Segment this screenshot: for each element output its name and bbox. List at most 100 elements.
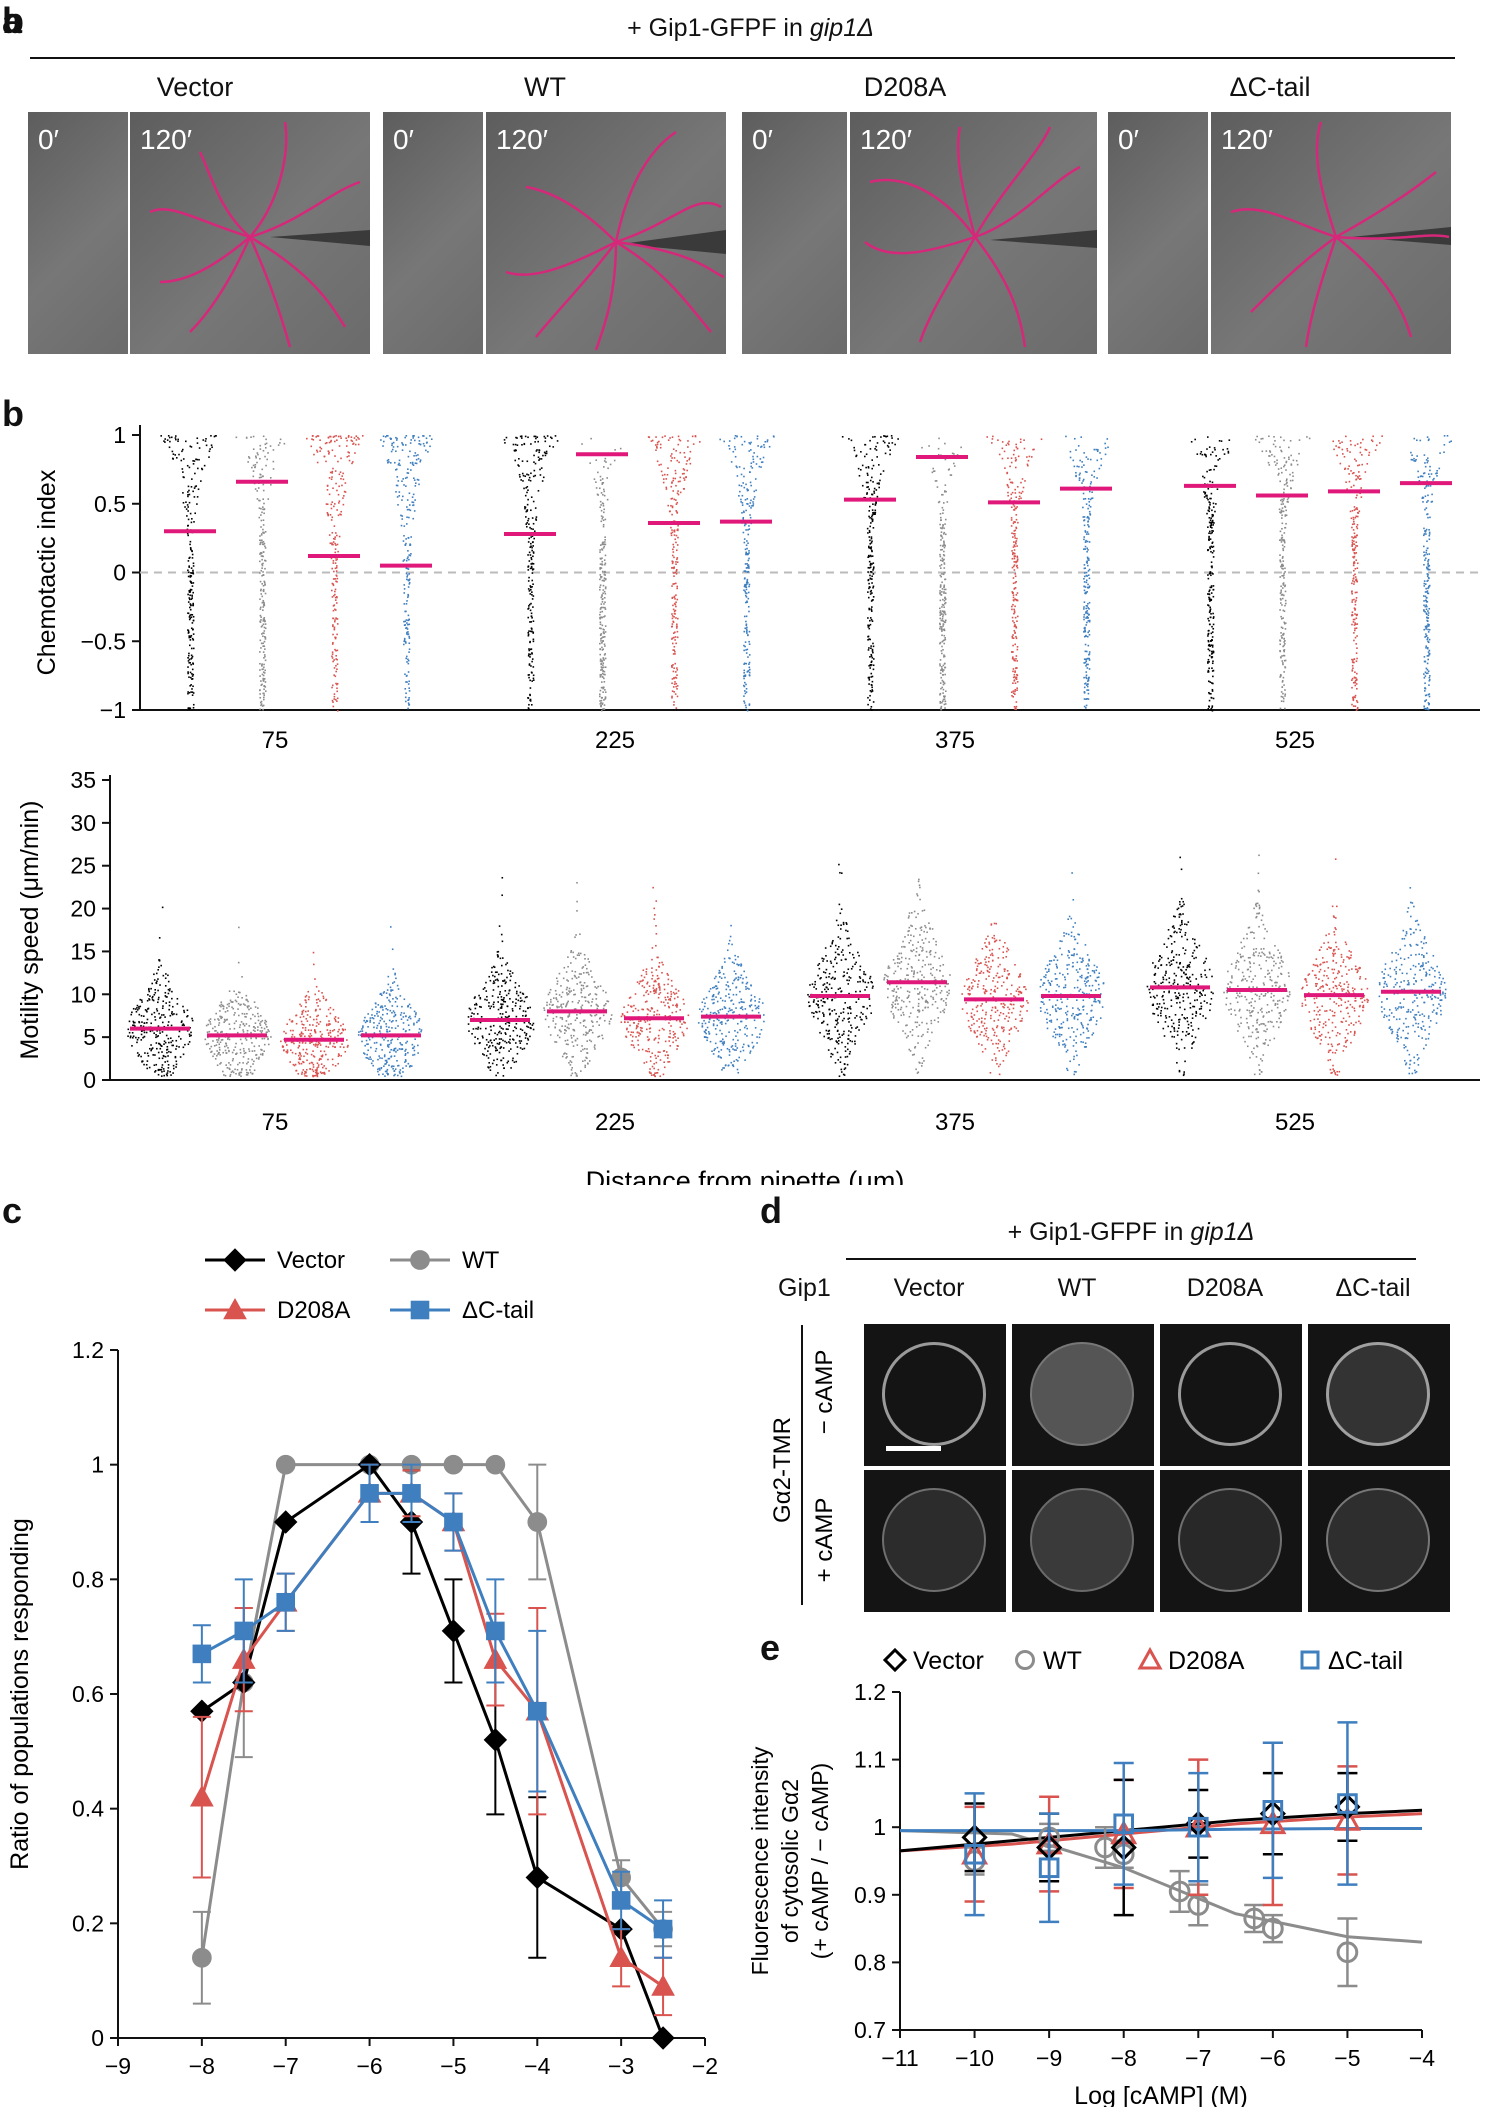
g-alpha2-tmr-label: Gα2-TMR — [769, 1417, 796, 1523]
point-dctail — [964, 1843, 985, 1865]
x-axis-label: Log [cAMP] (M) — [325, 2096, 499, 2100]
legend-label-wt: WT — [1043, 1647, 1082, 1675]
micrograph-dctail-0min: 0′ — [1108, 112, 1208, 354]
swarm-dctail — [1378, 887, 1447, 1075]
y-tick-label: −1 — [100, 697, 126, 723]
x-tick-label: 525 — [1275, 1109, 1315, 1136]
panel-a-label: b — [2, 0, 24, 41]
swarm-wt — [1254, 435, 1311, 710]
y-tick-label: 30 — [70, 810, 96, 836]
y-tick-label: 15 — [70, 938, 96, 964]
legend-marker-dctail — [1300, 1650, 1320, 1670]
panel-d-col-dctail: ΔC-tail — [1335, 1274, 1411, 1302]
panel-d-title-gene: gip1Δ — [1190, 1218, 1255, 1246]
fluorescence-wt-plus — [1012, 1470, 1154, 1612]
chart-motility-speed: 0 5 10 15 20 25 30 35 Motility speed (μm/min) Dis… — [16, 767, 1480, 1185]
chart-cytosolic-fluorescence: 0.7 0.8 0.9 1 1.1 1.2 −11 −10 −9 −8 −7 −6 −5 −4 Fluore… — [747, 1646, 1435, 2107]
panel-a-rule — [30, 57, 1455, 59]
panel-d-row-header: Gip1 — [778, 1274, 831, 1302]
panel-e-label: e — [760, 1627, 781, 1668]
x-axis-label: Distance from pipette (μm) — [586, 1166, 905, 1185]
swarm-vector — [1190, 436, 1231, 712]
y-tick-label: 0.4 — [72, 1796, 104, 1822]
micrograph-dctail-120min: 120′ — [1211, 112, 1451, 354]
y-tick-label: 35 — [70, 767, 96, 793]
time-label: 120′ — [860, 124, 912, 155]
panel-d-col-vector: Vector — [893, 1274, 965, 1302]
time-label: 0′ — [752, 124, 773, 155]
y-tick-label: 25 — [70, 853, 96, 879]
legend-marker-d208a — [1137, 1646, 1163, 1670]
x-tick-label: −6 — [356, 2053, 382, 2079]
point-dctail — [192, 1644, 212, 1664]
panel-a-col-wt: WT — [524, 72, 566, 102]
x-tick-label: −5 — [1334, 2045, 1360, 2071]
panel-a-col-vector: Vector — [156, 72, 234, 102]
point-dctail — [1113, 1813, 1135, 1835]
point-wt — [1243, 1907, 1266, 1930]
swarm-dctail — [1410, 435, 1452, 711]
panel-a-title: + Gip1-GFPF in gip1Δ — [0, 14, 1501, 43]
dctail-tracks — [1230, 121, 1451, 348]
swarm-dctail — [1039, 872, 1105, 1076]
y-tick-label: 1.2 — [854, 1679, 886, 1705]
point-dctail — [486, 1621, 505, 1641]
point-vector — [525, 1865, 549, 1890]
vector-tracks — [149, 121, 370, 348]
time-label: 120′ — [496, 124, 548, 155]
swarm-d208a — [986, 435, 1043, 711]
point-wt — [192, 1947, 212, 1968]
y-tick-label: 1 — [873, 1814, 886, 1840]
y-tick-label: 0.9 — [854, 1882, 886, 1908]
legend-marker-wt — [410, 1250, 430, 1270]
chart-chemotactic-index: 1 0.5 0 −0.5 −1 Chemotactic index 75 225 375 525 — [33, 422, 1480, 750]
legend-marker-dctail — [410, 1300, 430, 1320]
panel-d-label: d — [760, 1190, 782, 1231]
swarm-d208a — [1332, 435, 1383, 712]
x-tick-label: −10 — [955, 2045, 994, 2071]
y-tick-label: 0.8 — [854, 1949, 886, 1975]
y-axis-label: Chemotactic index — [33, 469, 61, 675]
micrograph-wt-0min: 0′ — [383, 112, 483, 354]
x-tick-label: −9 — [1036, 2045, 1062, 2071]
panel-d-rule — [846, 1258, 1416, 1260]
point-d208a — [609, 1945, 633, 1968]
x-tick-label: −7 — [273, 2053, 299, 2079]
swarm-d208a — [1301, 858, 1369, 1076]
swarm-wt — [883, 878, 951, 1074]
legend-label-d208a: D208A — [1168, 1647, 1245, 1675]
y-tick-label: 0 — [113, 560, 126, 586]
y-axis-label-line: (+ cAMP / − cAMP) — [807, 1763, 833, 1959]
panel-d-row-labels: Gα2-TMR − cAMP + cAMP — [769, 1325, 838, 1605]
swarm-wt — [235, 435, 286, 711]
panel-d-title: + Gip1-GFPF in gip1Δ — [846, 1218, 1416, 1247]
x-tick-label: 75 — [262, 1109, 289, 1136]
y-tick-label: 0 — [91, 2025, 104, 2051]
x-tick-label: −8 — [1111, 2045, 1137, 2071]
point-wt — [485, 1454, 506, 1475]
legend-label-dctail: ΔC-tail — [1328, 1647, 1403, 1675]
x-tick-label: 375 — [935, 1109, 975, 1136]
swarm-wt — [204, 926, 272, 1078]
panel-a-col-dctail: ΔC-tail — [1229, 72, 1311, 102]
plus-camp-label: + cAMP — [811, 1498, 838, 1583]
swarm-wt — [543, 881, 613, 1077]
swarm-wt — [581, 437, 622, 712]
line-wt — [200, 1463, 665, 1958]
x-tick-label: 375 — [935, 727, 975, 750]
x-tick-label: −4 — [1409, 2045, 1435, 2071]
fit-vector — [899, 1808, 1423, 1853]
chart-populations-responding: 0 0.2 0.4 0.6 0.8 1 1.2 −9 −8 −7 −6 −5 −4 −3 −2 Ratio o… — [6, 1247, 718, 2100]
time-label: 0′ — [393, 124, 414, 155]
y-tick-label: 1.2 — [72, 1337, 104, 1363]
point-dctail — [444, 1512, 463, 1532]
x-tick-label: −6 — [1260, 2045, 1286, 2071]
x-tick-label: 75 — [262, 727, 289, 750]
y-tick-label: 1 — [91, 1452, 104, 1478]
y-tick-label: 0 — [83, 1067, 96, 1093]
x-tick-label: 225 — [595, 727, 635, 750]
y-tick-label: 0.5 — [94, 491, 126, 517]
fluorescence-d208a-plus — [1160, 1470, 1302, 1612]
legend-label-vector: Vector — [277, 1247, 345, 1274]
panel-d-col-d208a: D208A — [1186, 1274, 1264, 1302]
